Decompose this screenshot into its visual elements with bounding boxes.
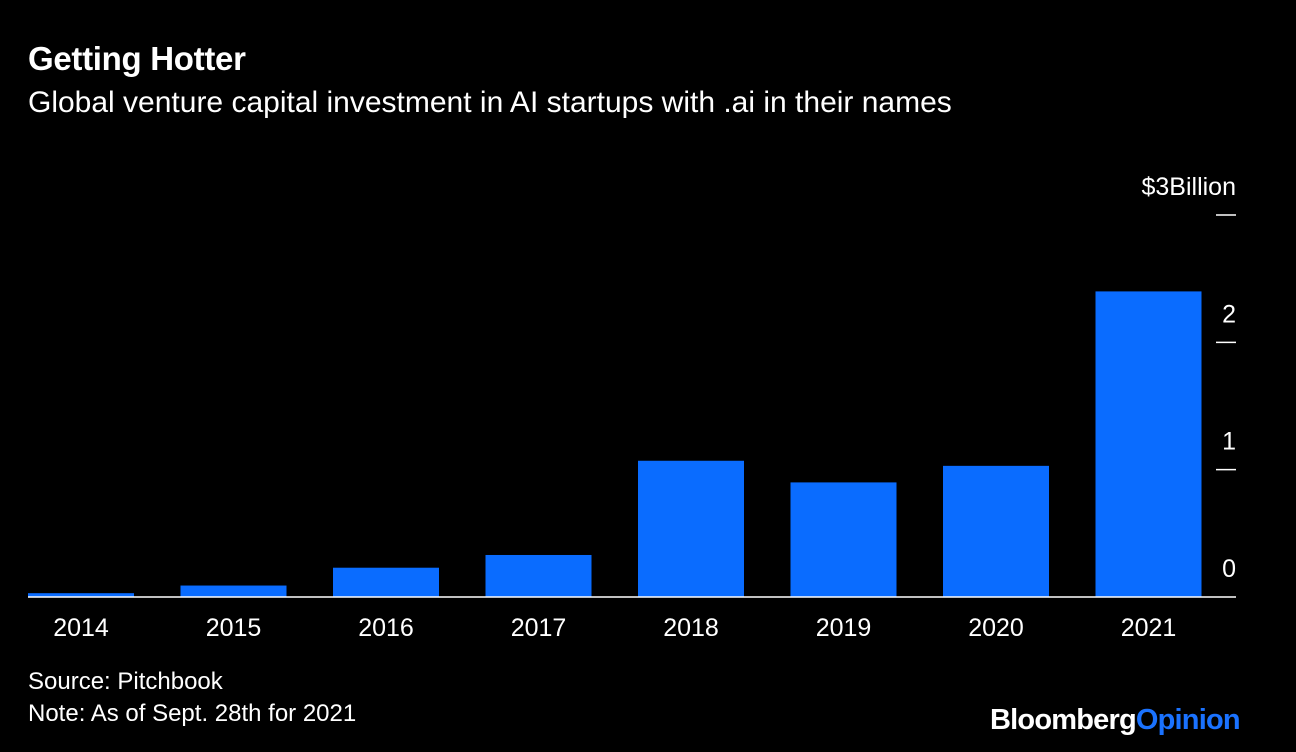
x-tick-label-2015: 2015	[206, 614, 262, 642]
x-tick-label-2018: 2018	[663, 614, 719, 642]
bar-2015	[180, 585, 287, 597]
x-tick-label-2020: 2020	[968, 614, 1024, 642]
chart-title: Getting Hotter	[28, 40, 246, 77]
footnote: Note: As of Sept. 28th for 2021	[28, 700, 357, 727]
bar-2016	[333, 567, 439, 597]
bar-2017	[485, 554, 592, 597]
bloomberg-opinion-logo: BloombergOpinion	[990, 704, 1241, 737]
x-tick-label-2014: 2014	[53, 614, 109, 642]
bar-2014	[28, 593, 134, 597]
bar-2018	[638, 460, 744, 597]
y-tick-label-3: $3Billion	[1141, 173, 1236, 201]
y-tick-label-2: 2	[1222, 300, 1236, 328]
y-tick-label-0: 0	[1222, 555, 1236, 583]
brand-secondary: Opinion	[1135, 704, 1241, 736]
brand-primary: Bloomberg	[990, 704, 1137, 736]
y-tick-label-1: 1	[1222, 428, 1236, 456]
bar-2019	[790, 482, 897, 597]
chart-subtitle: Global venture capital investment in AI …	[28, 86, 952, 119]
source-note: Source: Pitchbook	[28, 668, 223, 695]
bar-2020	[943, 465, 1049, 597]
x-tick-label-2019: 2019	[816, 614, 872, 642]
x-tick-label-2016: 2016	[358, 614, 414, 642]
x-tick-label-2017: 2017	[511, 614, 567, 642]
bar-2021	[1095, 291, 1202, 597]
x-tick-label-2021: 2021	[1121, 614, 1177, 642]
